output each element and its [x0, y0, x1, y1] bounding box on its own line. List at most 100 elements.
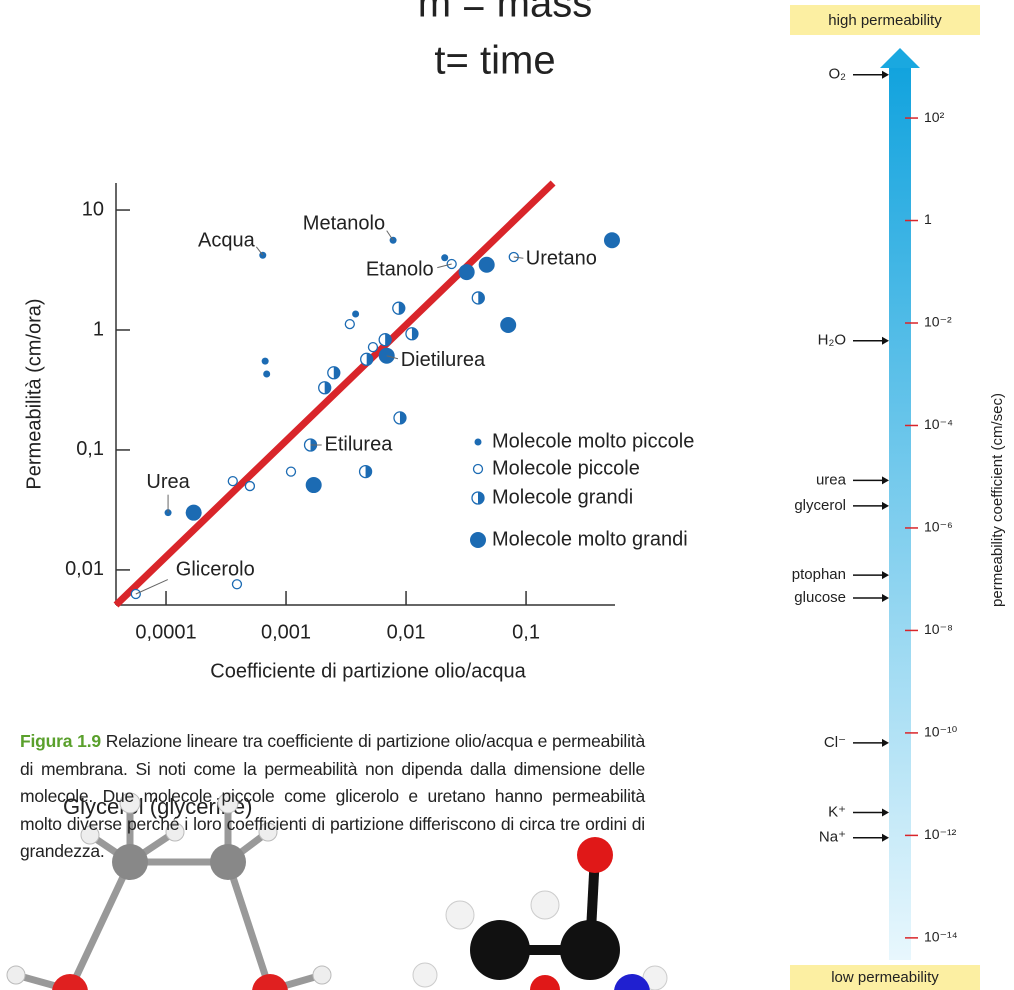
scale-bar	[889, 68, 911, 960]
page: {"header": ["m = mass", "t= time"], "cha…	[0, 0, 1014, 990]
marker	[379, 334, 391, 346]
marker-shape	[604, 232, 620, 248]
y-tick-label: 10	[82, 198, 104, 220]
annotation: Urea	[146, 471, 190, 493]
scale-arrowhead	[880, 48, 920, 68]
marker-shape	[186, 505, 202, 521]
marker	[186, 505, 202, 521]
y-tick-label: 0,01	[65, 558, 104, 580]
marker	[306, 477, 322, 493]
arrow-head	[882, 594, 889, 602]
marker	[500, 317, 516, 333]
marker-shape	[262, 358, 269, 365]
marker	[228, 477, 237, 486]
marker	[232, 580, 241, 589]
y-tick-label: 10⁻⁶	[924, 519, 953, 535]
marker-shape	[245, 482, 254, 491]
molecule-label: glycerol	[794, 497, 846, 514]
marker-shape	[479, 257, 495, 273]
caption-label: Figura 1.9	[20, 731, 101, 751]
molecule-label: K⁺	[828, 803, 846, 820]
arrow-head	[882, 476, 889, 484]
y-tick-label: 10⁻¹²	[924, 826, 957, 842]
molecule-label: H₂O	[818, 332, 846, 349]
y-tick-label: 1	[93, 318, 104, 340]
legend-label: Molecole molto piccole	[492, 430, 694, 452]
marker-shape	[500, 317, 516, 333]
marker	[368, 343, 377, 352]
x-tick-label: 0,01	[387, 621, 426, 643]
y-axis-label: Permeabilità (cm/ora)	[23, 298, 45, 489]
marker	[474, 465, 483, 474]
marker	[345, 320, 354, 329]
marker	[394, 412, 406, 424]
marker-shape	[441, 254, 448, 261]
caption-text: Relazione lineare tra coefficiente di pa…	[20, 731, 645, 861]
y-tick-label: 10²	[924, 109, 945, 125]
molecule-label: ptophan	[792, 566, 846, 583]
marker	[472, 492, 484, 504]
marker	[475, 439, 482, 446]
marker	[441, 254, 448, 261]
marker-shape	[474, 465, 483, 474]
arrow-head	[882, 739, 889, 747]
marker	[263, 370, 270, 377]
legend-label: Molecole piccole	[492, 457, 640, 479]
annotation: Glicerolo	[176, 558, 255, 580]
y-tick-label: 10⁻⁴	[924, 416, 953, 432]
y-tick-label: 10⁻¹⁴	[924, 929, 958, 945]
x-tick-label: 0,0001	[135, 621, 196, 643]
marker	[604, 232, 620, 248]
annotation: Acqua	[198, 230, 256, 252]
legend-label: Molecole molto grandi	[492, 528, 688, 550]
molecule-label: O₂	[829, 66, 847, 83]
marker-shape	[345, 320, 354, 329]
arrow-head	[882, 337, 889, 345]
marker	[352, 310, 359, 317]
x-axis-label: Coefficiente di partizione olio/acqua	[210, 660, 526, 682]
molecule-label: urea	[816, 471, 847, 488]
header-line: m = mass	[418, 0, 592, 26]
annotation: Dietilurea	[401, 349, 486, 371]
figure-caption: Figura 1.9 Relazione lineare tra coeffic…	[20, 728, 645, 866]
y-tick-label: 1	[924, 211, 932, 227]
marker	[479, 257, 495, 273]
marker-shape	[228, 477, 237, 486]
annotation: Uretano	[526, 247, 597, 269]
marker	[393, 302, 405, 314]
molecule-label: glucose	[794, 589, 846, 606]
marker-shape	[263, 370, 270, 377]
scale-bottom-label: low permeability	[831, 969, 939, 986]
marker	[360, 466, 372, 478]
marker-shape	[306, 477, 322, 493]
marker	[245, 482, 254, 491]
y-axis-label: permeability coefficient (cm/sec)	[989, 393, 1006, 607]
marker	[470, 532, 486, 548]
annotation-leader	[387, 231, 393, 241]
marker	[472, 292, 484, 304]
molecule-label: Na⁺	[819, 829, 846, 846]
marker	[262, 358, 269, 365]
marker-shape	[470, 532, 486, 548]
marker	[328, 367, 340, 379]
marker-shape	[352, 310, 359, 317]
arrow-head	[882, 71, 889, 79]
y-tick-label: 10⁻¹⁰	[924, 724, 958, 740]
marker-shape	[232, 580, 241, 589]
y-tick-label: 10⁻²	[924, 314, 952, 330]
y-tick-label: 10⁻⁸	[924, 621, 953, 637]
x-tick-label: 0,001	[261, 621, 311, 643]
marker-shape	[368, 343, 377, 352]
annotation: Metanolo	[303, 213, 385, 235]
arrow-head	[882, 808, 889, 816]
marker	[406, 328, 418, 340]
marker	[286, 467, 295, 476]
molecule-label: Cl⁻	[824, 734, 846, 751]
annotation: Etilurea	[325, 433, 394, 455]
y-tick-label: 0,1	[76, 438, 104, 460]
arrow-head	[882, 571, 889, 579]
marker-shape	[459, 264, 475, 280]
x-tick-label: 0,1	[512, 621, 540, 643]
annotation: Etanolo	[366, 258, 434, 280]
marker-shape	[286, 467, 295, 476]
